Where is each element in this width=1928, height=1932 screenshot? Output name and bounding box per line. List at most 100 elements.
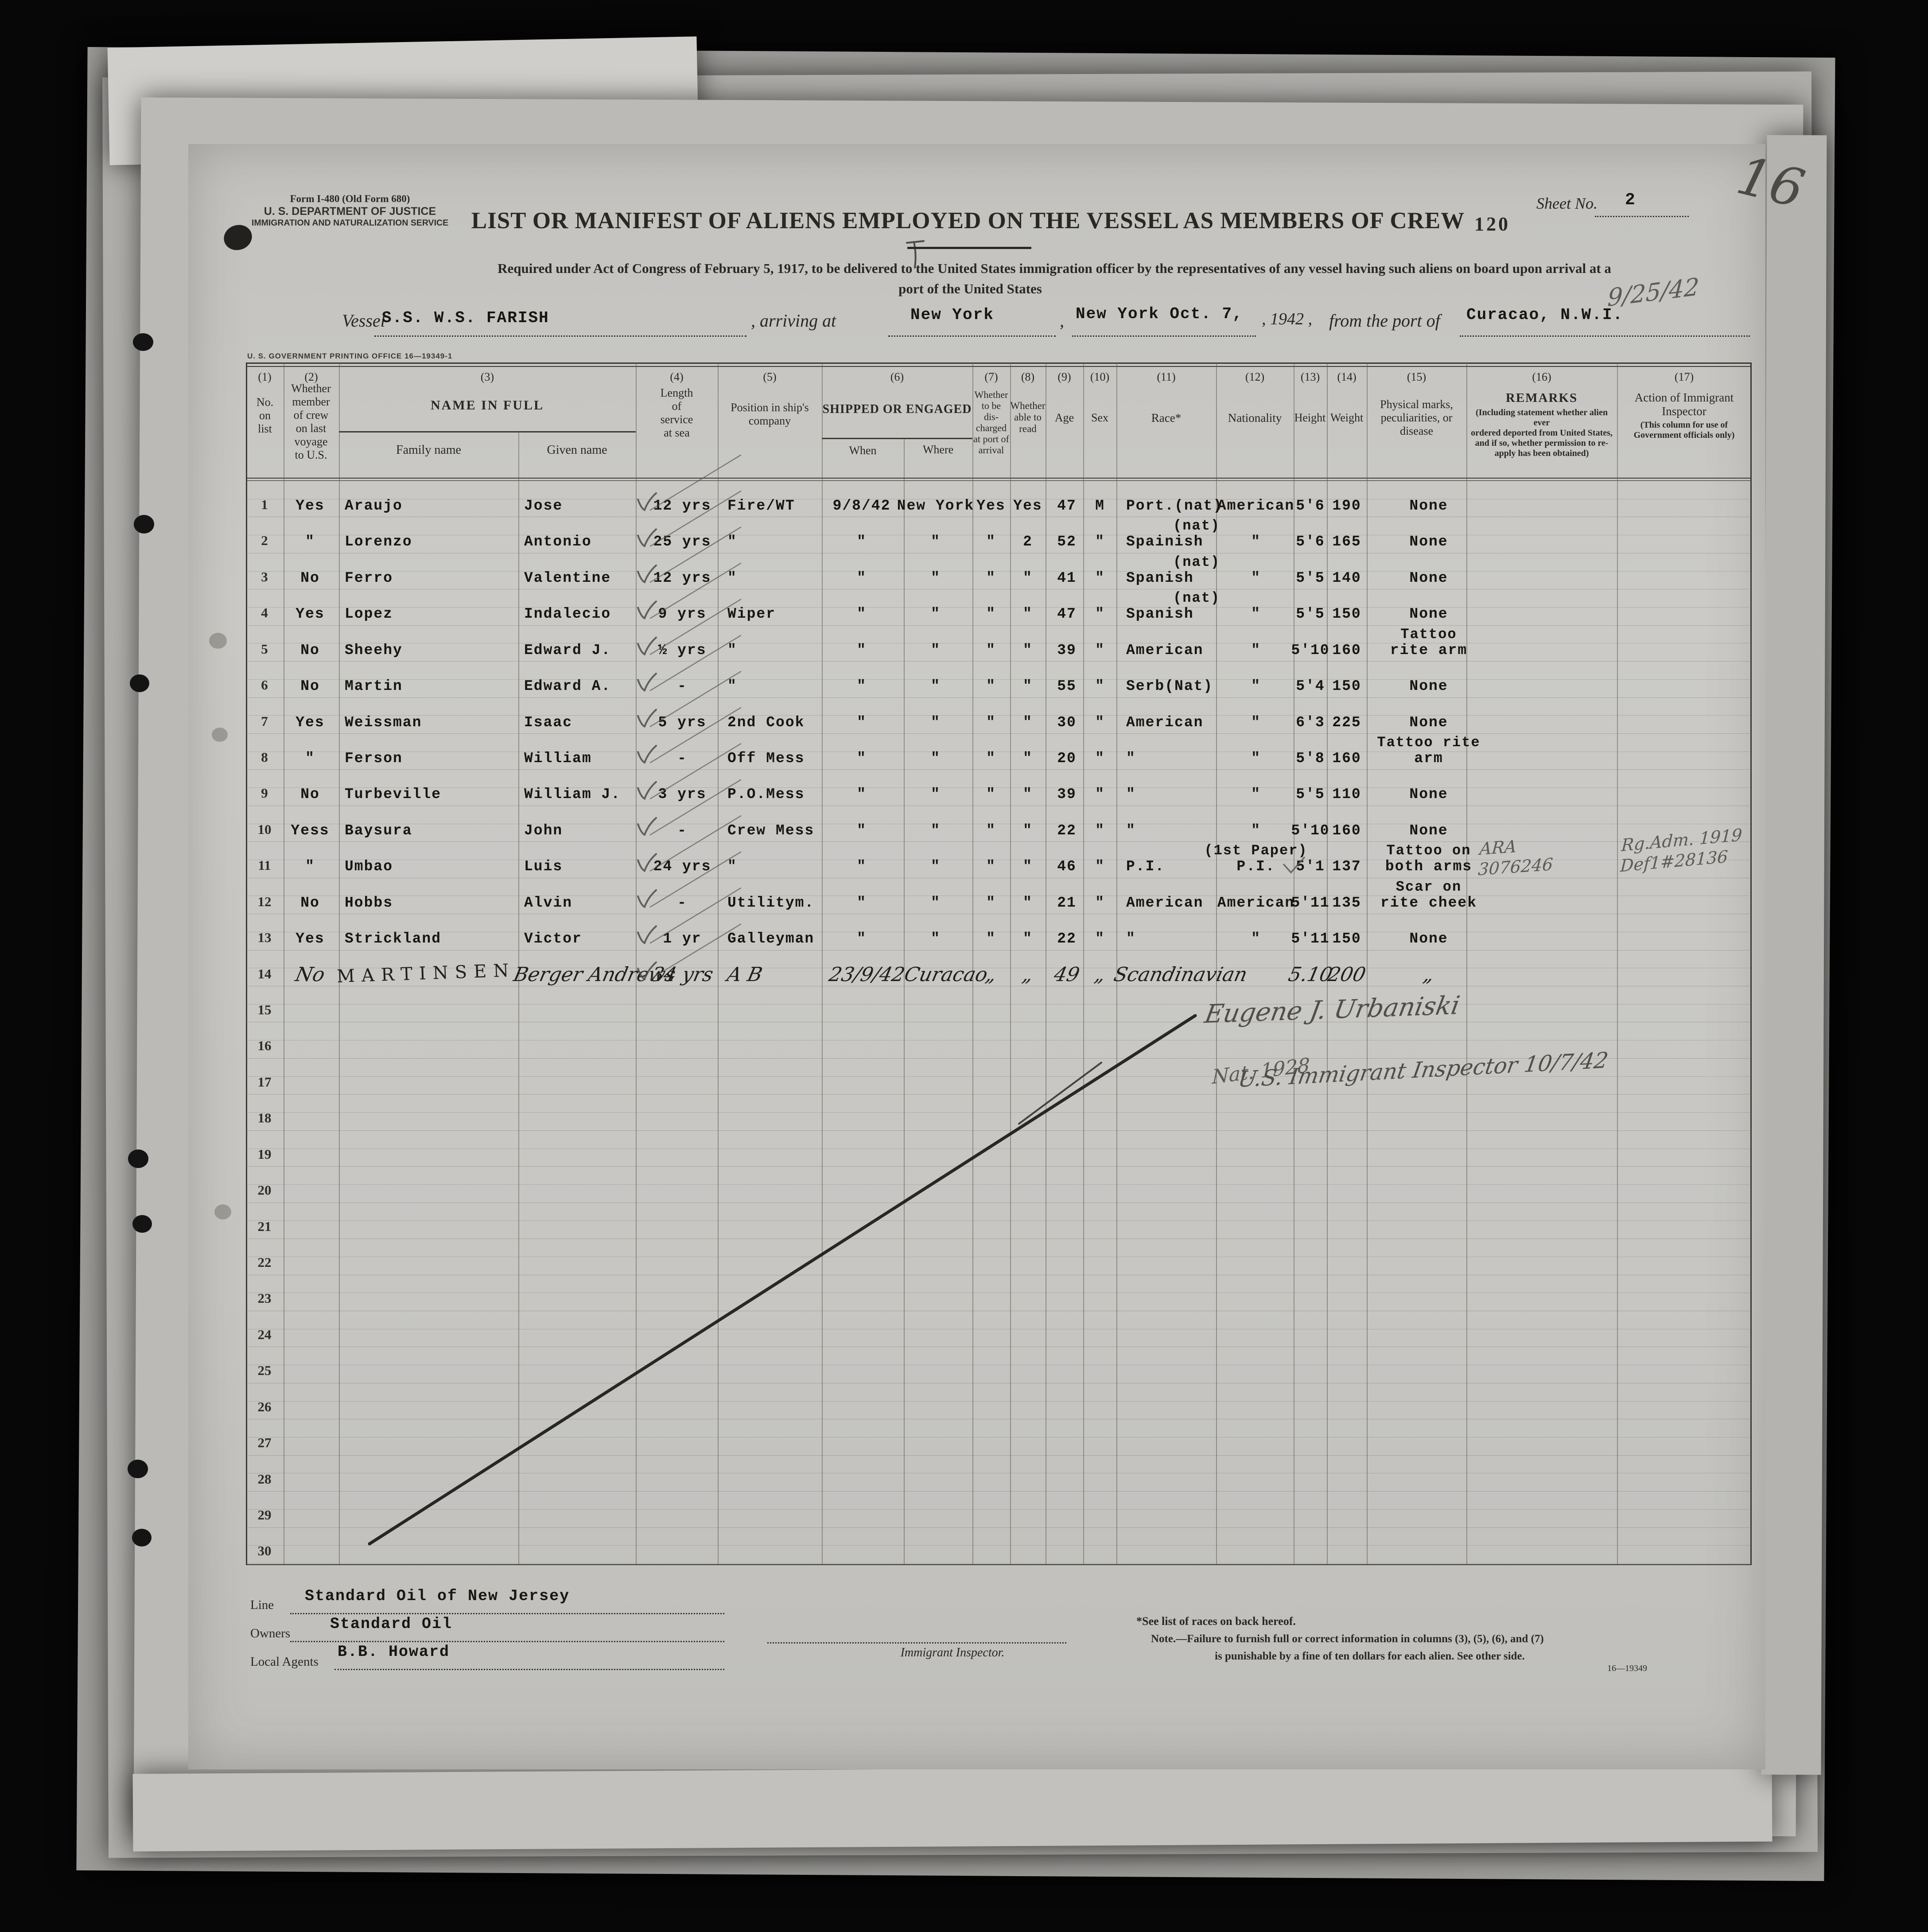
cell-race: " xyxy=(1126,931,1136,947)
sheet-no-label: Sheet No. xyxy=(1536,195,1598,212)
cell-read: " xyxy=(1023,931,1033,947)
cell-marks: None xyxy=(1409,606,1448,623)
row-rule xyxy=(246,1545,1751,1546)
cell-where: " xyxy=(931,642,941,658)
cell-service: 12 yrs xyxy=(653,569,711,586)
cell-height: 5'6 xyxy=(1296,498,1325,514)
row-rule xyxy=(246,841,1751,842)
cell-given: Alvin xyxy=(524,894,573,911)
col-header-num: (3) xyxy=(480,370,494,383)
cell-when: " xyxy=(857,786,867,803)
cell-height: 6'3 xyxy=(1296,714,1325,731)
row-number: 18 xyxy=(257,1110,272,1126)
cell-race: Spanish xyxy=(1126,569,1194,586)
cell-age: 21 xyxy=(1057,894,1077,911)
print-code: 16—19349 xyxy=(1607,1663,1647,1673)
col-header-where: Where xyxy=(922,443,954,456)
cell-weight: 110 xyxy=(1332,786,1361,803)
row-number: 25 xyxy=(257,1363,272,1379)
row-number: 1 xyxy=(261,497,268,512)
col-header-action: Action of Immigrant Inspector xyxy=(1634,391,1734,418)
cell-member: Yes xyxy=(295,498,325,514)
col-header-family-name: Family name xyxy=(396,443,461,457)
sheet-no-line xyxy=(1595,216,1689,217)
cell-race: Spainish xyxy=(1126,534,1204,550)
row-number: 14 xyxy=(257,966,272,982)
cell-family: Turbeville xyxy=(345,786,442,803)
cell-position: Utilitym. xyxy=(727,894,815,911)
row-number: 21 xyxy=(257,1218,272,1234)
cell-disch: " xyxy=(986,569,996,586)
cell-race: " xyxy=(1126,786,1136,803)
cell-marks: None xyxy=(1409,534,1448,550)
cell-weight: 140 xyxy=(1332,569,1361,586)
row-number: 3 xyxy=(261,569,268,584)
row-number: 29 xyxy=(257,1507,272,1523)
cell-nat: " xyxy=(1251,642,1261,658)
cell-nat: American xyxy=(1217,894,1295,911)
cell-member: No xyxy=(300,786,320,803)
cell-nat: " xyxy=(1251,678,1261,695)
cell-marks: „ xyxy=(1421,963,1436,986)
cell-service: - xyxy=(677,678,687,695)
arrival-port-line xyxy=(888,335,1056,337)
cell-given: Antonio xyxy=(524,534,592,550)
cell-member: Yes xyxy=(295,931,325,947)
origin-port-line xyxy=(1460,335,1750,337)
cell-nat: " xyxy=(1251,569,1261,586)
origin-port: Curacao, N.W.I. xyxy=(1466,306,1624,324)
row-rule xyxy=(246,1166,1751,1167)
arrival-date-line xyxy=(1072,335,1256,337)
row-number: 15 xyxy=(257,1002,272,1018)
cell-sex: " xyxy=(1095,822,1105,839)
cell-sex: " xyxy=(1095,678,1105,695)
line-rule xyxy=(290,1613,724,1614)
col-header-race: Race* xyxy=(1151,411,1182,425)
cell-member: No xyxy=(300,569,320,586)
punch-hole-shadow xyxy=(209,633,227,649)
cell-when: 23/9/42 xyxy=(827,963,907,986)
cell-age: 39 xyxy=(1057,786,1077,803)
vessel-name-line xyxy=(374,335,746,337)
cell-age: 30 xyxy=(1057,714,1077,731)
cell-member: " xyxy=(305,750,315,767)
row-rule xyxy=(246,1491,1751,1492)
col-header-num: (14) xyxy=(1337,370,1357,383)
punch-hole xyxy=(130,674,149,692)
cell-position: " xyxy=(727,642,737,658)
cell-weight: 150 xyxy=(1332,678,1361,695)
row-number: 6 xyxy=(261,677,268,693)
cell-member: " xyxy=(305,858,315,875)
col-header-num: (11) xyxy=(1157,370,1176,383)
cell-disch: " xyxy=(986,931,996,947)
row-number: 11 xyxy=(258,857,271,873)
col-header-age: Age xyxy=(1054,411,1074,424)
shipped-split-rule xyxy=(822,438,972,439)
paper-sheet xyxy=(132,1764,1773,1852)
row-rule xyxy=(246,1184,1751,1185)
cell-race: Port.(nat) xyxy=(1126,498,1223,514)
cell-family: Sheehy xyxy=(345,642,403,658)
cell-height: 5'5 xyxy=(1296,569,1325,586)
row-number: 30 xyxy=(257,1543,272,1559)
cell-read: Yes xyxy=(1013,498,1042,514)
cell-weight: 165 xyxy=(1332,534,1361,550)
required-text-line1: Required under Act of Congress of Februa… xyxy=(498,261,1611,276)
cell-when: " xyxy=(857,714,867,731)
cell-family: Weissman xyxy=(345,714,422,731)
cell-position: " xyxy=(727,534,737,550)
cell-marks_pre: Tattoo rite xyxy=(1377,734,1481,751)
cell-age: 47 xyxy=(1057,498,1077,514)
cell-height: 5'11 xyxy=(1291,931,1330,947)
cell-disch: " xyxy=(986,822,996,839)
row-rule xyxy=(246,1094,1751,1095)
col-header-name: NAME IN FULL xyxy=(430,398,544,413)
row-rule xyxy=(246,1112,1751,1113)
col-header-num: (16) xyxy=(1532,370,1551,383)
cell-sex: " xyxy=(1095,534,1105,550)
cell-position: Galleyman xyxy=(727,931,815,947)
col-header-remarks-sub: (Including statement whether alien ever … xyxy=(1471,408,1613,458)
cell-sex: " xyxy=(1095,931,1105,947)
cell-sex: " xyxy=(1095,714,1105,731)
